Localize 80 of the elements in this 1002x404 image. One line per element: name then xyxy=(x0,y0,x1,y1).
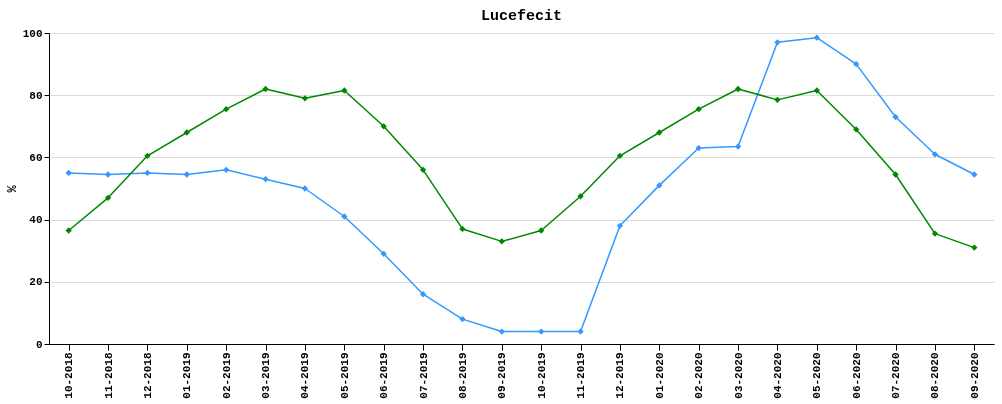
y-tick-label: 0 xyxy=(35,338,43,351)
point xyxy=(971,244,978,251)
x-tick-label: 11-2019 xyxy=(575,352,588,399)
point xyxy=(931,151,939,158)
x-tick-label: 03-2019 xyxy=(260,352,273,399)
x-tick-label: 02-2019 xyxy=(220,352,233,399)
point xyxy=(65,169,72,177)
point xyxy=(616,152,624,160)
y-tick-label: 100 xyxy=(22,27,43,40)
point xyxy=(301,95,309,102)
point xyxy=(853,126,860,133)
x-tick-label: 03-2020 xyxy=(732,352,745,399)
point xyxy=(341,87,348,94)
point xyxy=(577,193,584,200)
point xyxy=(419,166,427,173)
y-tick-label: 80 xyxy=(29,89,43,102)
x-tick-label: 12-2018 xyxy=(141,352,154,399)
point xyxy=(380,250,387,257)
point xyxy=(65,227,72,234)
chart-title: Lucefecit xyxy=(480,8,563,25)
x-tick-label: 01-2020 xyxy=(653,352,666,399)
point xyxy=(262,176,269,183)
point xyxy=(419,291,427,298)
x-tick-label: 12-2019 xyxy=(614,352,627,399)
point xyxy=(577,328,584,335)
x-tick-label: 04-2019 xyxy=(299,352,312,399)
point xyxy=(853,60,860,68)
point xyxy=(656,182,663,189)
y-tick-label: 60 xyxy=(29,151,43,164)
point xyxy=(301,185,309,192)
point xyxy=(734,85,742,93)
point xyxy=(223,166,230,173)
point xyxy=(459,225,466,233)
point xyxy=(538,227,545,234)
point xyxy=(223,106,230,113)
point xyxy=(774,96,781,104)
x-tick-label: 05-2019 xyxy=(338,352,351,399)
x-tick-label: 01-2019 xyxy=(181,352,194,399)
point xyxy=(734,143,742,150)
point xyxy=(695,144,702,152)
x-tick-label: 06-2020 xyxy=(850,352,863,399)
x-tick-label: 10-2019 xyxy=(535,352,548,399)
point xyxy=(616,222,624,229)
x-tick-label: 06-2019 xyxy=(378,352,391,399)
point xyxy=(892,171,899,178)
point xyxy=(183,129,190,136)
point xyxy=(380,123,387,130)
x-tick-label: 09-2020 xyxy=(968,352,981,399)
point xyxy=(104,194,112,201)
point xyxy=(931,230,939,237)
x-tick-label: 02-2020 xyxy=(693,352,706,399)
point xyxy=(104,171,112,178)
point xyxy=(774,39,781,46)
x-tick-label: 07-2020 xyxy=(890,352,903,399)
point xyxy=(459,315,466,323)
point xyxy=(813,87,820,94)
x-tick-label: 09-2019 xyxy=(496,352,509,399)
point xyxy=(341,213,348,220)
point xyxy=(538,328,545,335)
x-tick-label: 07-2019 xyxy=(417,352,430,399)
point xyxy=(498,328,505,335)
x-tick-label: 10-2018 xyxy=(63,352,76,399)
point xyxy=(144,169,151,177)
point xyxy=(262,85,269,93)
y-tick-label: 40 xyxy=(29,214,43,227)
point xyxy=(183,171,190,178)
point xyxy=(892,113,899,121)
x-tick-label: 05-2020 xyxy=(811,352,824,399)
y-axis-title: % xyxy=(5,184,20,193)
point xyxy=(695,106,702,113)
point xyxy=(498,238,505,245)
x-tick-label: 08-2019 xyxy=(456,352,469,399)
x-tick-label: 11-2018 xyxy=(102,352,115,399)
x-tick-label: 04-2020 xyxy=(771,352,784,399)
point xyxy=(813,34,820,41)
y-tick-label: 20 xyxy=(29,276,43,289)
x-tick-label: 08-2020 xyxy=(929,352,942,399)
point xyxy=(656,129,663,136)
point xyxy=(144,152,151,160)
point xyxy=(971,171,978,178)
